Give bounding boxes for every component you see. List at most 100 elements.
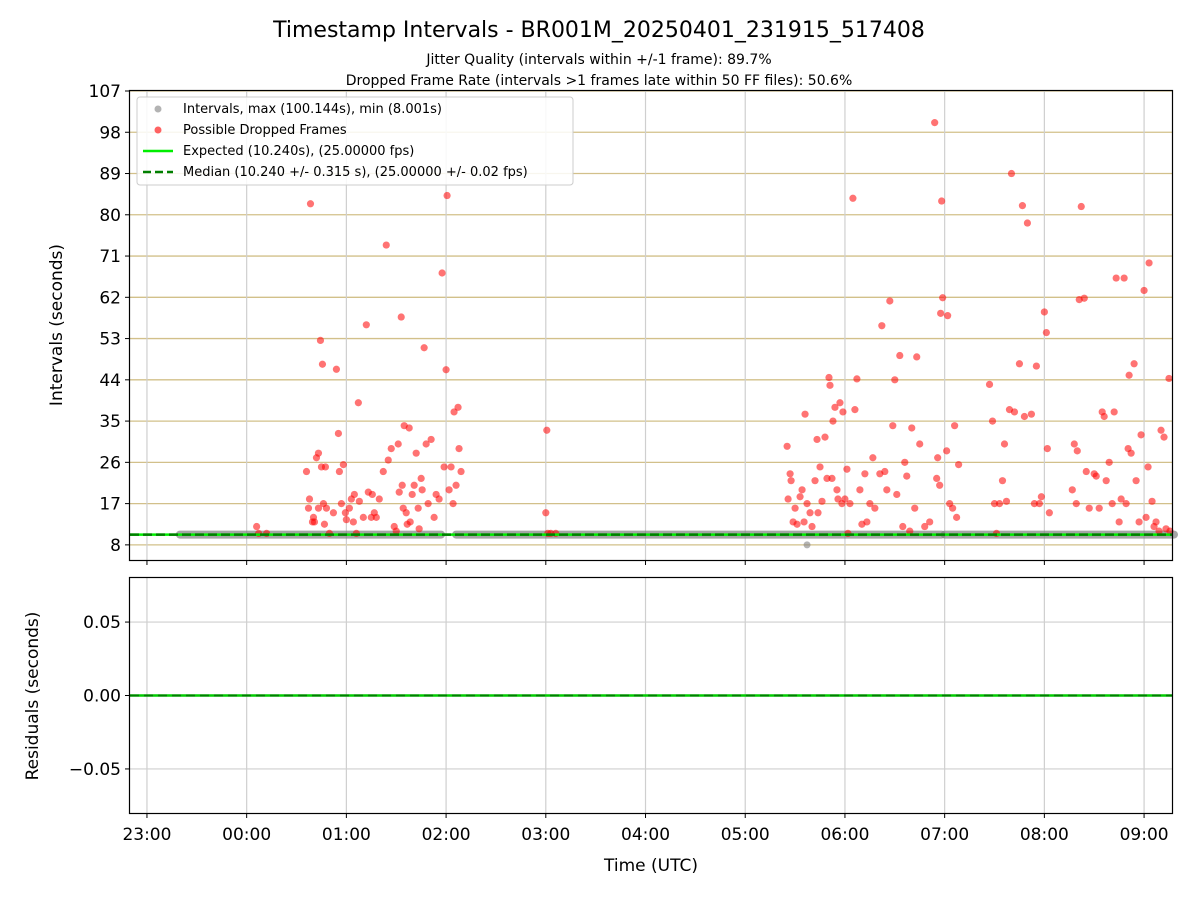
dropped-frame-point bbox=[1122, 500, 1130, 508]
dropped-frame-point bbox=[427, 435, 435, 444]
dropped-frame-point bbox=[1115, 518, 1123, 526]
dropped-frame-point bbox=[362, 321, 370, 329]
residuals-y-ticks: −0.05 0.00 0.05 bbox=[69, 613, 130, 780]
dropped-frame-point bbox=[1142, 513, 1150, 521]
dropped-frame-point bbox=[998, 477, 1007, 485]
dropped-frame-point bbox=[443, 191, 451, 200]
dropped-frame-point bbox=[901, 458, 909, 466]
dropped-frame-point bbox=[398, 481, 406, 489]
dropped-frame-point bbox=[1100, 412, 1108, 421]
dropped-frame-point bbox=[1127, 449, 1135, 457]
dropped-frame-point bbox=[1007, 169, 1016, 178]
dropped-frame-point bbox=[943, 447, 951, 455]
dropped-frame-point bbox=[1130, 360, 1138, 368]
dropped-frame-point bbox=[878, 322, 886, 330]
dropped-frame-point bbox=[1070, 440, 1078, 448]
dropped-frame-point bbox=[410, 481, 418, 489]
dropped-frame-point bbox=[1165, 374, 1173, 383]
dropped-frame-point bbox=[1137, 431, 1145, 439]
dropped-frame-point bbox=[384, 456, 392, 464]
dropped-frame-point bbox=[1042, 329, 1050, 337]
dropped-frame-point bbox=[406, 518, 414, 526]
dropped-frame-point bbox=[349, 518, 357, 526]
x-tick-label: 06:00 bbox=[820, 825, 869, 845]
dropped-frame-point bbox=[1000, 440, 1009, 448]
residuals-y-tick-label: 0.05 bbox=[83, 613, 121, 633]
intervals-y-tick-label: 35 bbox=[99, 412, 121, 432]
dropped-frame-point bbox=[793, 520, 801, 528]
dropped-frame-point bbox=[320, 520, 329, 528]
dropped-frame-point bbox=[784, 495, 792, 503]
dropped-frame-point bbox=[839, 408, 847, 416]
dropped-frame-point bbox=[953, 513, 961, 521]
dropped-frame-point bbox=[955, 461, 963, 469]
dropped-frame-point bbox=[1110, 408, 1118, 416]
dropped-frame-point bbox=[430, 513, 438, 521]
dropped-frame-point bbox=[314, 449, 323, 457]
intervals-y-axis-label: Intervals (seconds) bbox=[47, 244, 67, 406]
dropped-frame-point bbox=[908, 424, 916, 432]
dropped-frame-point bbox=[911, 504, 919, 512]
dropped-frame-point bbox=[542, 509, 550, 517]
dropped-frame-point bbox=[342, 516, 350, 524]
dropped-frame-point bbox=[415, 525, 423, 533]
dropped-frame-point bbox=[937, 309, 945, 317]
dropped-frame-point bbox=[354, 399, 362, 407]
dropped-frame-point bbox=[1037, 493, 1045, 501]
dropped-frame-point bbox=[310, 518, 319, 526]
dropped-frame-point bbox=[345, 504, 353, 512]
dropped-frame-point bbox=[816, 463, 824, 471]
dropped-frame-point bbox=[988, 417, 997, 425]
dropped-frame-point bbox=[846, 500, 854, 508]
dropped-frame-point bbox=[1135, 518, 1143, 526]
chart-subtitle-jitter: Jitter Quality (intervals within +/-1 fr… bbox=[425, 52, 771, 68]
x-tick-label: 02:00 bbox=[422, 825, 471, 845]
dropped-frame-point bbox=[938, 197, 946, 205]
dropped-frame-point bbox=[856, 486, 864, 494]
dropped-frame-point bbox=[944, 312, 952, 320]
dropped-frame-point bbox=[791, 504, 799, 512]
dropped-frame-point bbox=[821, 433, 829, 441]
dropped-frame-point bbox=[891, 376, 899, 384]
dropped-frame-point bbox=[455, 444, 463, 453]
dropped-frame-point bbox=[412, 449, 420, 457]
dropped-frame-point bbox=[457, 467, 465, 476]
dropped-frame-point bbox=[783, 442, 791, 450]
dropped-frame-point bbox=[906, 527, 914, 535]
dropped-frame-point bbox=[442, 366, 450, 374]
dropped-frame-point bbox=[811, 477, 819, 485]
dropped-frame-point bbox=[318, 360, 327, 368]
dropped-frame-point bbox=[454, 403, 462, 411]
dropped-frame-point bbox=[359, 513, 367, 521]
dropped-frame-point bbox=[1018, 202, 1027, 210]
dropped-frame-point bbox=[787, 477, 795, 485]
dropped-frame-point bbox=[801, 410, 809, 418]
legend-intervals-marker bbox=[154, 105, 162, 113]
dropped-frame-point bbox=[843, 465, 851, 473]
dropped-frame-point bbox=[995, 500, 1004, 508]
dropped-frame-point bbox=[543, 426, 551, 434]
dropped-frame-point bbox=[339, 461, 347, 469]
dropped-frame-point bbox=[896, 351, 904, 360]
dropped-frame-point bbox=[1032, 362, 1040, 370]
intervals-y-tick-label: 53 bbox=[99, 330, 121, 350]
dropped-frame-point bbox=[1132, 477, 1140, 485]
dropped-frame-point bbox=[916, 440, 924, 448]
dropped-frame-point bbox=[449, 500, 457, 508]
dropped-frame-point bbox=[1148, 497, 1156, 505]
chart-legend: Intervals, max (100.144s), min (8.001s) … bbox=[136, 96, 574, 186]
dropped-frame-point bbox=[405, 424, 413, 432]
dropped-frame-point bbox=[316, 336, 325, 344]
legend-dropped-marker bbox=[154, 126, 162, 134]
dropped-frame-point bbox=[387, 444, 395, 453]
dropped-frame-point bbox=[1140, 286, 1148, 295]
dropped-frame-point bbox=[304, 504, 313, 512]
dropped-frame-point bbox=[1152, 518, 1160, 526]
dropped-frame-point bbox=[337, 500, 345, 508]
dropped-frame-point bbox=[825, 373, 833, 382]
dropped-frame-point bbox=[420, 344, 428, 352]
intervals-y-tick-label: 89 bbox=[99, 165, 121, 185]
dropped-frame-point bbox=[1125, 371, 1133, 379]
dropped-frame-point bbox=[1102, 477, 1110, 485]
dropped-frame-point bbox=[806, 509, 814, 517]
